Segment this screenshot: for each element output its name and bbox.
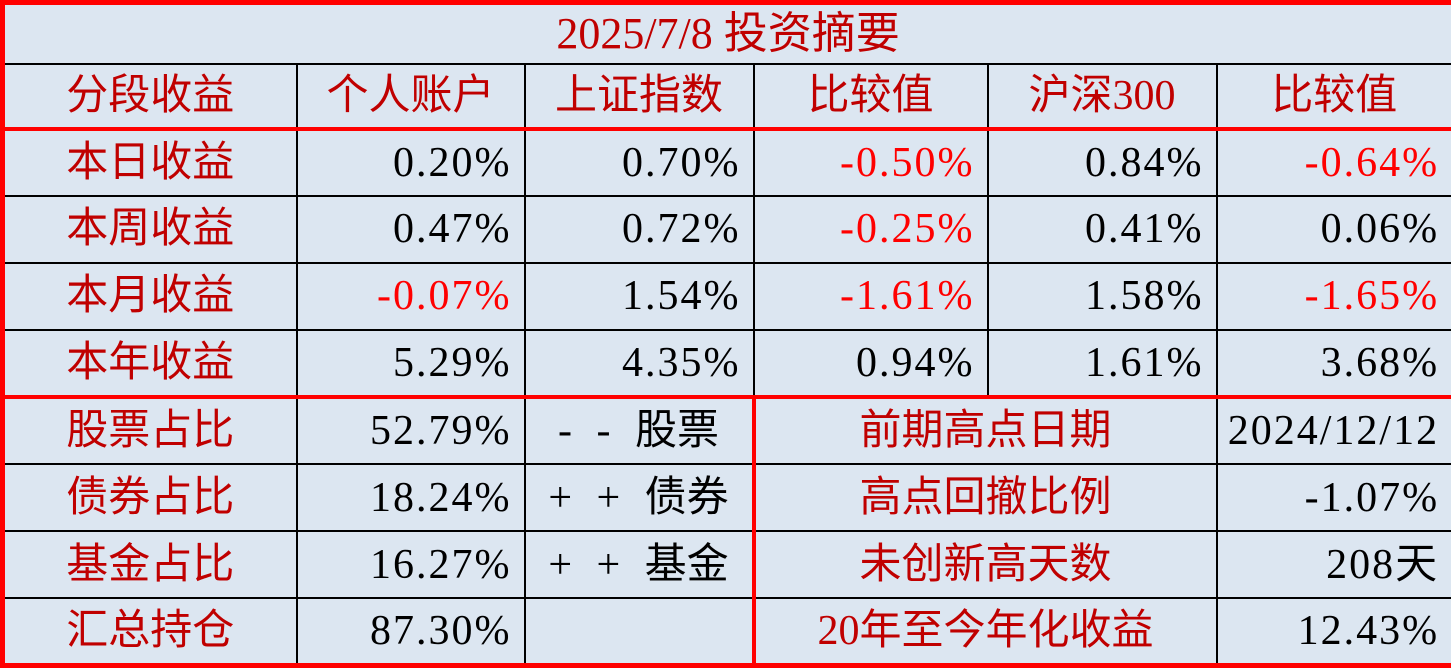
daily-sse-value: 0.70% <box>523 127 755 197</box>
stock-allocation-label: 股票占比 <box>1 396 298 466</box>
days-since-high-value: 208天 <box>1215 530 1451 600</box>
row-monthly-return: 本月收益 -0.07% 1.54% -1.61% 1.58% -1.65% <box>1 261 1451 331</box>
yearly-csi300-value: 1.61% <box>986 328 1218 400</box>
row-weekly-return: 本周收益 0.47% 0.72% -0.25% 0.41% 0.06% <box>1 194 1451 264</box>
prior-high-date-value: 2024/12/12 <box>1215 396 1451 466</box>
row-yearly-return: 本年收益 5.29% 4.35% 0.94% 1.61% 3.68% <box>1 328 1451 400</box>
header-comparison-2: 比较值 <box>1215 62 1451 131</box>
weekly-csi300-value: 0.41% <box>986 194 1218 264</box>
monthly-personal-value: -0.07% <box>295 261 526 331</box>
bond-allocation-value: 18.24% <box>295 463 526 533</box>
fund-trend-note: + + 基金 <box>523 530 755 600</box>
monthly-csi300-value: 1.58% <box>986 261 1218 331</box>
yearly-personal-value: 5.29% <box>295 328 526 400</box>
header-segment-returns: 分段收益 <box>1 62 298 131</box>
header-sse-index: 上证指数 <box>523 62 755 131</box>
total-position-value: 87.30% <box>295 597 526 667</box>
stock-allocation-value: 52.79% <box>295 396 526 466</box>
fund-allocation-value: 16.27% <box>295 530 526 600</box>
monthly-sse-value: 1.54% <box>523 261 755 331</box>
weekly-personal-value: 0.47% <box>295 194 526 264</box>
header-comparison-1: 比较值 <box>752 62 989 131</box>
weekly-comparison1-value: -0.25% <box>752 194 989 264</box>
bond-trend-note: + + 债券 <box>523 463 755 533</box>
weekly-sse-value: 0.72% <box>523 194 755 264</box>
yearly-return-label: 本年收益 <box>1 328 298 400</box>
daily-comparison2-value: -0.64% <box>1215 127 1451 197</box>
days-since-high-label: 未创新高天数 <box>751 530 1218 600</box>
fund-allocation-label: 基金占比 <box>1 530 298 600</box>
daily-comparison1-value: -0.50% <box>752 127 989 197</box>
annualized-return-label: 20年至今年化收益 <box>751 597 1218 667</box>
monthly-return-label: 本月收益 <box>1 261 298 331</box>
header-personal-account: 个人账户 <box>295 62 526 131</box>
bond-allocation-label: 债券占比 <box>1 463 298 533</box>
header-csi300: 沪深300 <box>986 62 1218 131</box>
yearly-comparison2-value: 3.68% <box>1215 328 1451 400</box>
daily-personal-value: 0.20% <box>295 127 526 197</box>
row-stock-allocation: 股票占比 52.79% - - 股票 前期高点日期 2024/12/12 <box>1 396 1451 466</box>
monthly-comparison1-value: -1.61% <box>752 261 989 331</box>
daily-return-label: 本日收益 <box>1 127 298 197</box>
yearly-sse-value: 4.35% <box>523 328 755 400</box>
drawdown-value: -1.07% <box>1215 463 1451 533</box>
total-position-label: 汇总持仓 <box>1 597 298 667</box>
yearly-comparison1-value: 0.94% <box>752 328 989 400</box>
table-title: 2025/7/8 投资摘要 <box>1 1 1451 65</box>
row-total-position: 汇总持仓 87.30% 20年至今年化收益 12.43% <box>1 597 1451 667</box>
row-bond-allocation: 债券占比 18.24% + + 债券 高点回撤比例 -1.07% <box>1 463 1451 533</box>
empty-note-cell <box>523 597 755 667</box>
prior-high-date-label: 前期高点日期 <box>751 396 1218 466</box>
annualized-return-value: 12.43% <box>1215 597 1451 667</box>
daily-csi300-value: 0.84% <box>986 127 1218 197</box>
weekly-return-label: 本周收益 <box>1 194 298 264</box>
row-fund-allocation: 基金占比 16.27% + + 基金 未创新高天数 208天 <box>1 530 1451 600</box>
weekly-comparison2-value: 0.06% <box>1215 194 1451 264</box>
monthly-comparison2-value: -1.65% <box>1215 261 1451 331</box>
row-daily-return: 本日收益 0.20% 0.70% -0.50% 0.84% -0.64% <box>1 127 1451 197</box>
drawdown-label: 高点回撤比例 <box>751 463 1218 533</box>
stock-trend-note: - - 股票 <box>523 396 755 466</box>
